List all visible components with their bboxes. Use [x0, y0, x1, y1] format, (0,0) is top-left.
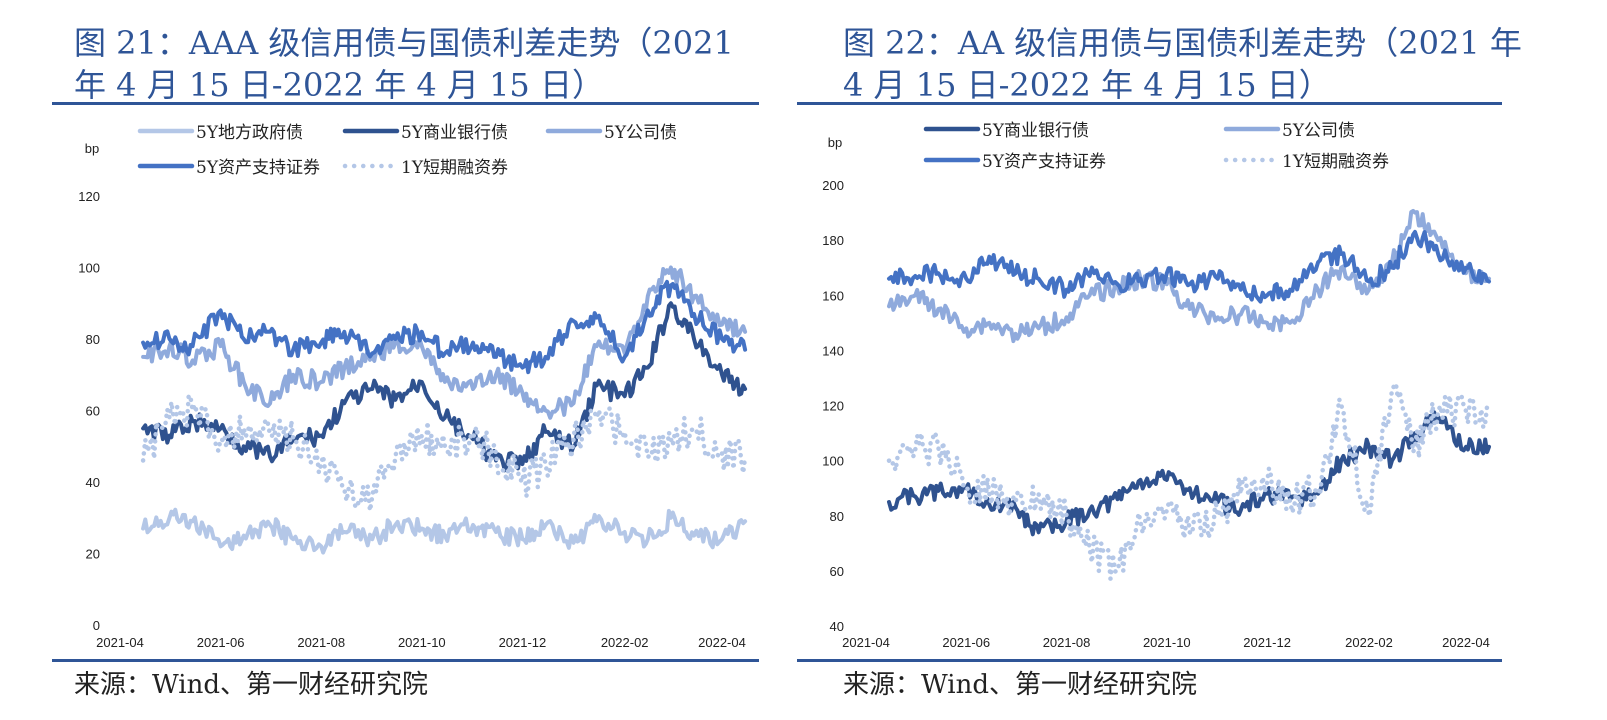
series-line-cp: [886, 381, 1492, 582]
title-rule: [797, 102, 1502, 105]
legend-label-cp: 1Y短期融资券: [1282, 152, 1389, 172]
y-tick-label: 80: [86, 332, 100, 347]
title-rule: [52, 102, 759, 105]
y-unit-label: bp: [85, 141, 99, 156]
y-tick-label: 100: [78, 261, 100, 276]
y-tick-label: 120: [822, 399, 844, 414]
series-line-bank: [141, 301, 748, 473]
legend-label-corp: 5Y公司债: [1282, 121, 1355, 141]
x-tick-label: 2021-12: [1243, 635, 1291, 650]
y-tick-label: 40: [830, 619, 844, 634]
y-tick-label: 160: [822, 288, 844, 303]
x-tick-label: 2021-06: [197, 635, 245, 650]
figure-title: 图 22：AA 级信用债与国债利差走势（2021 年 4 月 15 日-2022…: [843, 24, 1522, 104]
figure-title: 图 21：AAA 级信用债与国债利差走势（2021 年 4 月 15 日-202…: [74, 24, 734, 104]
legend-label-abs: 5Y资产支持证券: [982, 152, 1106, 172]
series-line-abs: [141, 279, 748, 375]
series-line-bank: [887, 410, 1491, 537]
y-unit-label: bp: [828, 135, 842, 150]
footer-rule: [797, 659, 1502, 662]
series-line-local_gov: [141, 507, 748, 555]
aaa-spread-chart: bp 0 20 40 60 80 100 120 2021-04 2021-06 2021-08 20…: [78, 123, 748, 650]
y-tick-label: 60: [86, 404, 100, 419]
x-tick-label: 2022-02: [601, 635, 649, 650]
y-tick-label: 180: [822, 233, 844, 248]
y-tick-label: 100: [822, 454, 844, 469]
y-tick-label: 0: [93, 618, 100, 633]
legend-label-cp: 1Y短期融资券: [401, 158, 508, 178]
aa-spread-chart: bp 40 60 80 100 120 140 160 180 200 2021-04 2021-06…: [822, 121, 1492, 650]
y-tick-label: 200: [822, 178, 844, 193]
x-tick-label: 2022-02: [1345, 635, 1393, 650]
legend-label-local_gov: 5Y地方政府债: [196, 123, 303, 143]
x-tick-label: 2022-04: [698, 635, 746, 650]
x-tick-label: 2021-06: [942, 635, 990, 650]
x-tick-label: 2021-10: [1143, 635, 1191, 650]
y-tick-label: 20: [86, 547, 100, 562]
x-tick-label: 2021-12: [499, 635, 547, 650]
x-tick-label: 2022-04: [1442, 635, 1490, 650]
source-note: 来源：Wind、第一财经研究院: [74, 670, 428, 700]
chart-panel-aaa: 图 21：AAA 级信用债与国债利差走势（2021 年 4 月 15 日-202…: [0, 0, 800, 720]
y-tick-label: 120: [78, 189, 100, 204]
x-tick-label: 2021-10: [398, 635, 446, 650]
series-line-abs: [887, 229, 1491, 304]
y-tick-label: 40: [86, 475, 100, 490]
y-tick-label: 80: [830, 509, 844, 524]
x-tick-label: 2021-08: [1043, 635, 1091, 650]
series-line-corp: [141, 265, 748, 420]
legend-label-corp: 5Y公司债: [604, 123, 677, 143]
footer-rule: [52, 659, 759, 662]
series-line-cp: [140, 392, 748, 513]
y-tick-label: 140: [822, 343, 844, 358]
x-tick-label: 2021-04: [842, 635, 890, 650]
chart-panel-aa: 图 22：AA 级信用债与国债利差走势（2021 年 4 月 15 日-2022…: [797, 0, 1607, 720]
source-note: 来源：Wind、第一财经研究院: [843, 670, 1197, 700]
x-tick-label: 2021-04: [96, 635, 144, 650]
legend-label-abs: 5Y资产支持证券: [196, 158, 320, 178]
x-tick-label: 2021-08: [297, 635, 345, 650]
legend-label-bank: 5Y商业银行债: [982, 121, 1089, 141]
legend-label-bank: 5Y商业银行债: [401, 123, 508, 143]
y-tick-label: 60: [830, 564, 844, 579]
series-line-corp: [887, 208, 1491, 344]
